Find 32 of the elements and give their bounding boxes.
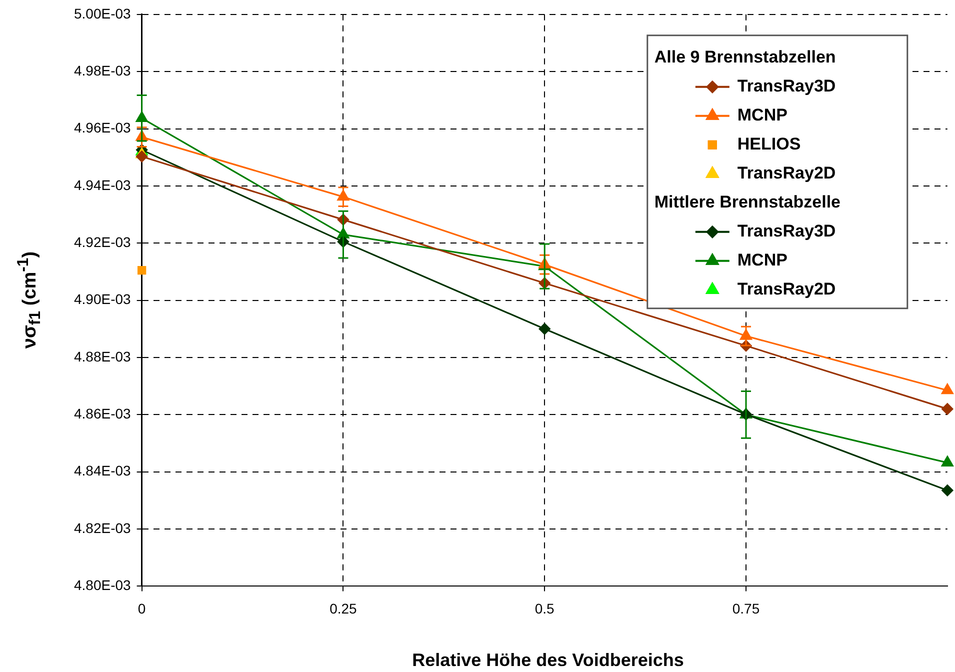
point [942,403,954,415]
x-tick-label: 0.75 [732,600,760,616]
x-tick-label: 0.25 [330,600,358,616]
point [538,323,550,335]
y-tick-label: 4.82E-03 [74,520,132,536]
point [137,266,146,275]
legend-label: MCNP [737,250,788,270]
y-tick-label: 4.80E-03 [74,577,132,594]
point [941,384,954,394]
point [941,456,954,466]
point [136,150,148,162]
y-tick-label: 5.00E-03 [74,5,132,22]
y-tick-label: 4.92E-03 [74,234,132,250]
y-tick-label: 4.86E-03 [74,406,132,422]
y-tick-label: 4.98E-03 [74,62,132,78]
legend-label: MCNP [737,106,788,125]
y-tick-label: 4.90E-03 [74,291,132,308]
y-tick-label: 4.94E-03 [74,176,132,193]
point [942,484,954,496]
x-axis-title: Relative Höhe des Voidbereichs [412,650,684,671]
legend-label: TransRay3D [737,222,836,241]
y-tick-label: 4.96E-03 [74,120,132,136]
y-tick-label: 4.84E-03 [74,462,132,479]
y-tick-label: 4.88E-03 [74,348,132,364]
legend-label: TransRay2D [737,280,836,299]
legend-label: TransRay3D [737,76,836,96]
x-tick-label: 0.5 [534,600,555,616]
annotation: Alle 9 Brennstabzellen [654,48,836,67]
legend-label: TransRay2D [737,164,836,183]
x-tick-label: 0 [138,600,146,616]
annotation: Mittlere Brennstabzelle [654,192,841,212]
legend-label: HELIOS [737,134,801,154]
